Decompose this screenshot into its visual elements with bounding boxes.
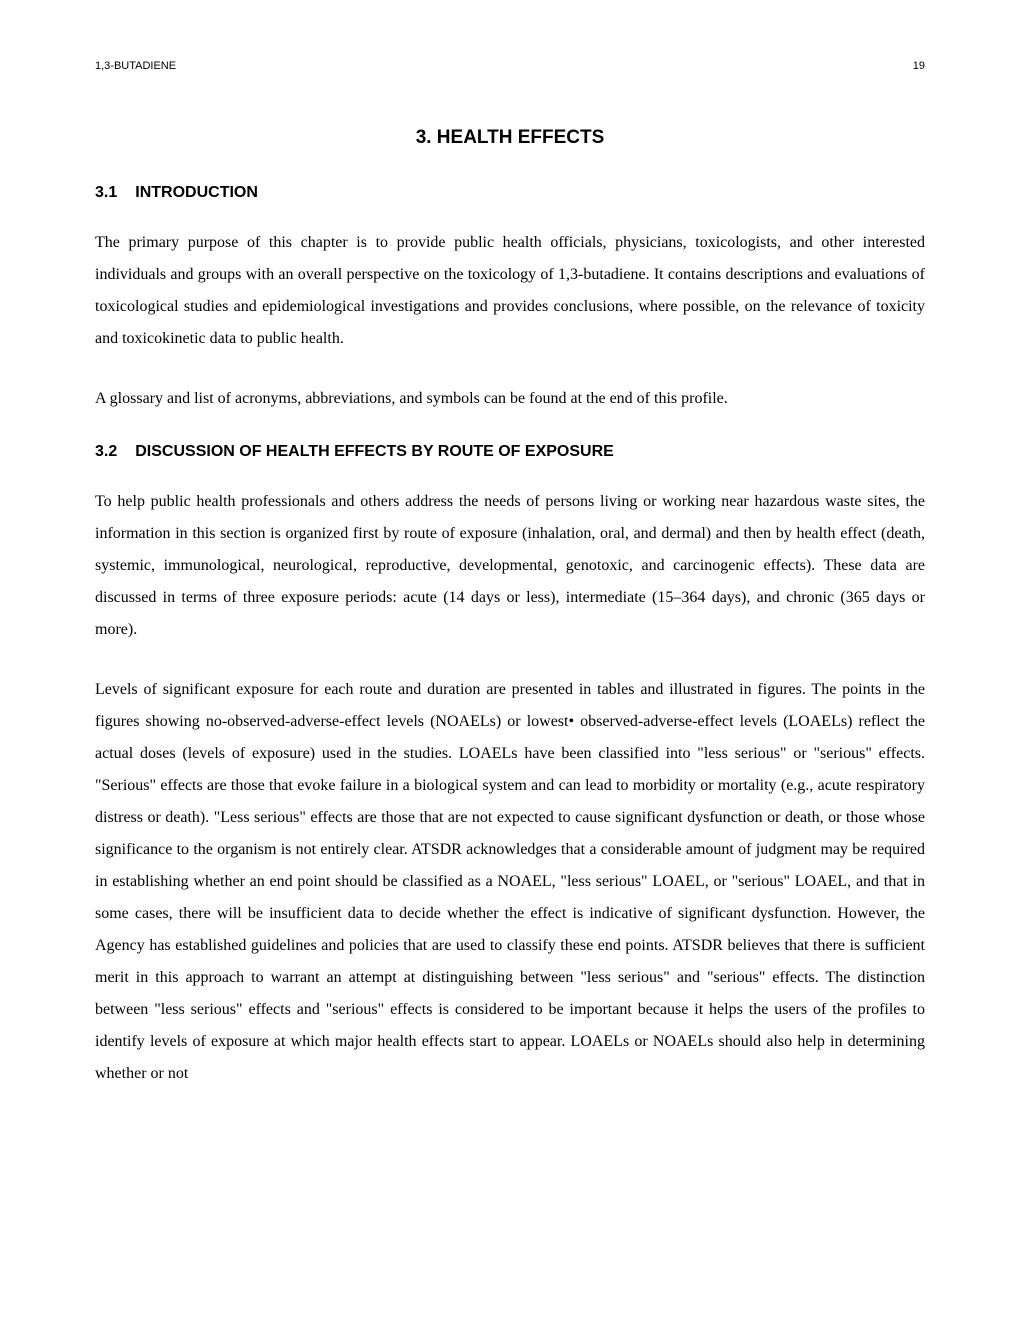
- body-paragraph: To help public health professionals and …: [95, 486, 925, 646]
- section-heading-3-2: 3.2 DISCUSSION OF HEALTH EFFECTS BY ROUTE…: [95, 443, 925, 461]
- body-paragraph: The primary purpose of this chapter is t…: [95, 227, 925, 355]
- section-number: 3.1: [95, 184, 117, 202]
- section-number: 3.2: [95, 443, 117, 461]
- page-number: 19: [913, 60, 925, 72]
- page-header: 1,3-BUTADIENE 19: [95, 60, 925, 72]
- doc-title: 1,3-BUTADIENE: [95, 60, 176, 72]
- section-title: INTRODUCTION: [135, 184, 258, 201]
- section-title: DISCUSSION OF HEALTH EFFECTS BY ROUTE OF…: [135, 443, 614, 460]
- body-paragraph: Levels of significant exposure for each …: [95, 674, 925, 1090]
- section-heading-3-1: 3.1 INTRODUCTION: [95, 184, 925, 202]
- chapter-title: 3. HEALTH EFFECTS: [95, 127, 925, 149]
- body-paragraph: A glossary and list of acronyms, abbrevi…: [95, 383, 925, 415]
